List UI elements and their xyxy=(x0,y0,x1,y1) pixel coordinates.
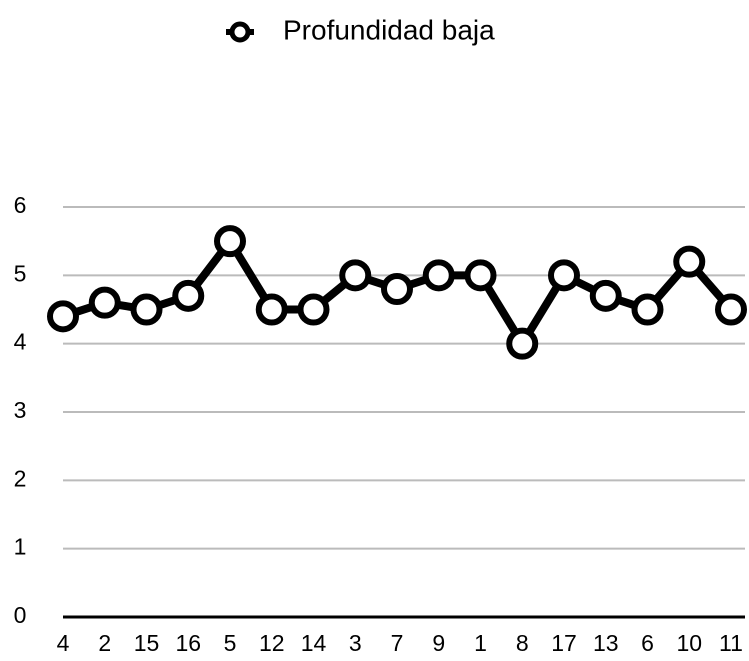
point-marker xyxy=(255,293,288,326)
point-marker xyxy=(715,293,747,326)
point-marker xyxy=(589,279,622,312)
legend-label: Profundidad baja xyxy=(283,14,495,45)
legend-marker xyxy=(229,21,251,43)
y-tick-label: 1 xyxy=(14,534,27,560)
point-marker xyxy=(47,300,79,333)
point-marker xyxy=(506,327,539,360)
x-tick-label: 12 xyxy=(259,630,285,656)
point-marker xyxy=(464,259,497,292)
y-tick-label: 5 xyxy=(14,260,27,286)
x-tick-label: 15 xyxy=(134,630,160,656)
x-tick-label: 9 xyxy=(432,630,445,656)
point-marker xyxy=(631,293,664,326)
x-tick-label: 17 xyxy=(551,630,577,656)
point-marker xyxy=(422,259,455,292)
x-tick-label: 6 xyxy=(641,630,654,656)
x-tick-label: 16 xyxy=(175,630,201,656)
point-marker xyxy=(214,225,246,258)
point-marker xyxy=(381,273,413,305)
y-tick-label: 0 xyxy=(14,602,27,628)
x-tick-label: 7 xyxy=(391,630,404,656)
x-tick-label: 3 xyxy=(349,630,362,656)
x-tick-label: 10 xyxy=(676,630,702,656)
point-marker xyxy=(130,293,163,326)
point-marker xyxy=(673,245,706,278)
y-tick-label: 3 xyxy=(14,397,27,423)
y-tick-label: 2 xyxy=(14,465,27,491)
y-tick-label: 4 xyxy=(14,329,27,355)
x-tick-label: 1 xyxy=(474,630,487,656)
point-marker xyxy=(297,293,330,326)
point-marker xyxy=(339,259,372,292)
x-tick-label: 5 xyxy=(224,630,237,656)
x-tick-label: 2 xyxy=(98,630,111,656)
x-tick-label: 11 xyxy=(719,630,743,656)
x-tick-label: 8 xyxy=(516,630,529,656)
x-tick-label: 14 xyxy=(301,630,327,656)
x-tick-label: 13 xyxy=(593,630,619,656)
point-marker xyxy=(172,279,205,312)
point-marker xyxy=(88,286,121,319)
y-tick-label: 6 xyxy=(14,192,27,218)
x-tick-label: 4 xyxy=(57,630,70,656)
point-marker xyxy=(548,259,580,292)
